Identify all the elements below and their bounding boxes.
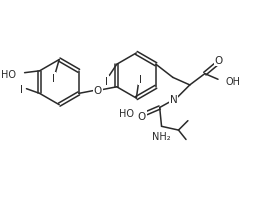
Text: OH: OH <box>226 77 241 87</box>
Text: O: O <box>94 86 102 96</box>
Text: I: I <box>139 75 142 85</box>
Text: O: O <box>138 111 146 121</box>
Text: I: I <box>105 77 108 87</box>
Text: I: I <box>52 74 55 84</box>
Text: O: O <box>215 56 223 66</box>
Text: NH₂: NH₂ <box>152 131 171 141</box>
Text: HO: HO <box>119 109 134 119</box>
Text: I: I <box>20 84 23 94</box>
Text: HO: HO <box>1 69 16 79</box>
Text: N: N <box>170 95 178 105</box>
